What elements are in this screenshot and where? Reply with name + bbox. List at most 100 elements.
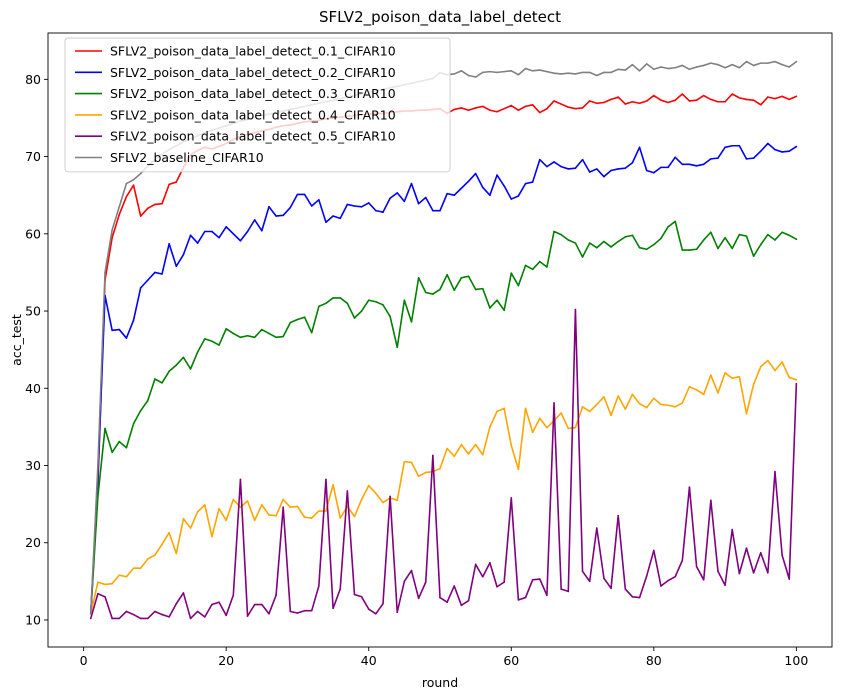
x-tick-label: 40: [361, 653, 377, 668]
data-point: [161, 543, 163, 546]
data-point: [631, 234, 634, 237]
data-point: [467, 180, 470, 183]
y-tick-label: 50: [25, 304, 41, 319]
data-point: [225, 328, 227, 330]
data-point: [717, 392, 719, 394]
data-point: [154, 378, 156, 380]
data-point: [667, 67, 669, 70]
data-point: [275, 514, 277, 517]
data-point: [382, 501, 384, 504]
data-point: [139, 409, 142, 412]
data-point: [781, 361, 783, 363]
legend-item: SFLV2_poison_data_label_detect_0.1_CIFAR…: [75, 44, 396, 59]
data-point: [617, 96, 619, 98]
data-point: [624, 69, 627, 71]
data-point: [339, 517, 342, 519]
data-point: [496, 410, 498, 413]
data-point: [403, 460, 406, 463]
legend-label: SFLV2_baseline_CIFAR10: [110, 150, 264, 165]
data-point: [681, 249, 684, 251]
data-point: [346, 203, 349, 206]
data-point: [553, 161, 555, 163]
data-point: [695, 165, 698, 167]
data-point: [702, 579, 705, 581]
data-point: [531, 104, 534, 106]
data-point: [752, 572, 755, 574]
x-axis-title: round: [422, 675, 458, 690]
chart-title: SFLV2_poison_data_label_detect: [319, 8, 561, 27]
data-point: [218, 507, 220, 510]
data-point: [204, 338, 206, 340]
data-point: [567, 427, 570, 430]
data-point: [596, 102, 598, 105]
data-point: [481, 71, 484, 74]
data-point: [624, 408, 627, 410]
data-point: [596, 168, 598, 170]
data-point: [560, 73, 562, 75]
data-point: [531, 579, 534, 581]
data-point: [567, 239, 570, 241]
series-line: [89, 359, 798, 615]
data-point: [118, 574, 121, 576]
data-point: [588, 171, 591, 173]
data-point: [346, 490, 349, 492]
data-point: [517, 468, 520, 471]
data-point: [168, 370, 170, 373]
data-point: [503, 581, 505, 583]
data-point: [146, 279, 149, 281]
data-point: [738, 97, 741, 99]
data-point: [510, 198, 513, 200]
data-point: [367, 608, 370, 610]
data-point: [653, 94, 655, 97]
data-point: [296, 612, 299, 614]
data-point: [246, 230, 249, 233]
data-point: [175, 602, 178, 605]
data-point: [496, 71, 498, 74]
data-point: [517, 195, 520, 197]
data-point: [731, 528, 734, 531]
data-point: [268, 205, 270, 208]
data-point: [161, 202, 163, 205]
data-point: [196, 610, 199, 613]
data-point: [282, 506, 285, 509]
data-point: [546, 107, 548, 110]
data-point: [538, 578, 541, 580]
data-point: [396, 192, 399, 194]
data-point: [560, 233, 562, 236]
data-point: [503, 407, 505, 410]
data-point: [375, 612, 377, 615]
data-point: [781, 151, 783, 153]
data-point: [767, 96, 769, 98]
data-point: [296, 505, 299, 508]
data-point: [481, 186, 484, 189]
data-point: [225, 614, 227, 617]
data-point: [731, 144, 734, 147]
data-point: [496, 110, 498, 113]
data-point: [189, 234, 192, 237]
data-point: [588, 100, 591, 102]
data-point: [310, 205, 313, 207]
data-point: [104, 271, 106, 274]
data-point: [767, 233, 769, 236]
data-point: [774, 239, 776, 241]
data-point: [610, 414, 612, 417]
data-point: [531, 268, 534, 271]
data-point: [125, 446, 128, 449]
data-point: [795, 95, 798, 98]
data-point: [161, 273, 163, 275]
data-point: [710, 62, 712, 64]
data-point: [581, 71, 584, 74]
data-point: [674, 406, 676, 408]
data-point: [617, 168, 619, 170]
data-point: [610, 71, 612, 74]
data-point: [774, 60, 776, 63]
data-point: [339, 217, 342, 220]
data-point: [717, 63, 719, 66]
data-point: [417, 277, 420, 279]
data-point: [510, 444, 513, 447]
data-point: [125, 575, 128, 578]
data-point: [524, 264, 527, 267]
data-point: [353, 317, 356, 319]
data-point: [795, 238, 798, 241]
data-point: [460, 107, 463, 109]
